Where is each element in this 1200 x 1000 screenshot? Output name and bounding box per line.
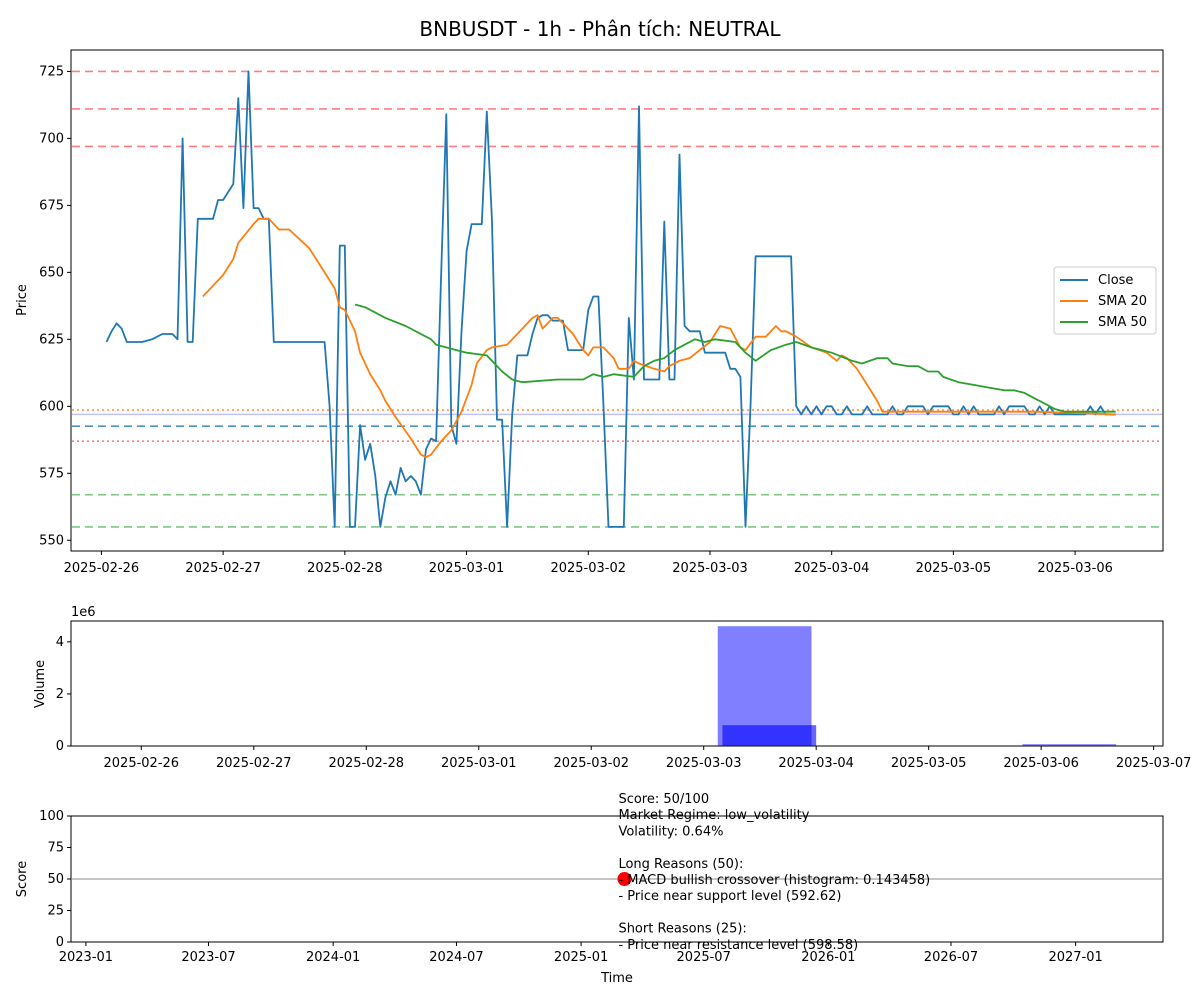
y-tick-label: 100 <box>39 809 64 824</box>
volume-bar <box>722 725 817 746</box>
x-tick-label: 2025-02-28 <box>328 756 404 771</box>
legend-entry: SMA 50 <box>1098 315 1147 330</box>
score-point <box>617 872 632 886</box>
annotation-line: Long Reasons (50): <box>618 857 743 872</box>
x-tick-label: 2026-07 <box>924 950 978 965</box>
annotation-line: Score: 50/100 <box>618 792 709 807</box>
y-tick-label: 575 <box>39 466 64 481</box>
annotation-line: - Price near resistance level (598.58) <box>618 938 858 953</box>
legend: Close SMA 20 SMA 50 <box>1053 266 1157 335</box>
volume-panel: Volume 1e6 0 2 4 2025-02-26 2025-02-27 2025-0… <box>33 605 1191 771</box>
volume-y-axis-label: Volume <box>33 660 48 708</box>
x-tick-label: 2025-07 <box>677 950 731 965</box>
y-tick-label: 725 <box>39 64 64 79</box>
y-tick-label: 625 <box>39 332 64 347</box>
annotation-line: - Price near support level (592.62) <box>618 889 841 904</box>
x-tick-label: 2025-01 <box>554 950 608 965</box>
price-y-axis-label: Price <box>15 284 30 316</box>
x-tick-label: 2025-03-04 <box>778 756 854 771</box>
x-tick-label: 2024-01 <box>306 950 360 965</box>
x-tick-label: 2025-03-03 <box>672 561 748 576</box>
x-tick-label: 2025-02-26 <box>64 561 140 576</box>
x-tick-label: 2025-03-03 <box>666 756 742 771</box>
y-tick-label: 2 <box>56 687 64 702</box>
y-tick-label: 4 <box>56 635 64 650</box>
x-tick-label: 2024-07 <box>429 950 483 965</box>
series-line-sma-50 <box>354 303 1116 413</box>
volume-bar <box>1022 744 1117 746</box>
x-tick-label: 2025-03-01 <box>441 756 517 771</box>
price-plot-area <box>70 49 1164 552</box>
score-x-axis-label: Time <box>600 971 633 986</box>
y-tick-label: 675 <box>39 198 64 213</box>
y-tick-label: 550 <box>39 533 64 548</box>
x-tick-label: 2025-03-01 <box>429 561 505 576</box>
y-tick-label: 700 <box>39 131 64 146</box>
series-line-sma-20 <box>202 217 1116 459</box>
x-tick-label: 2025-03-05 <box>891 756 967 771</box>
chart-title: BNBUSDT - 1h - Phân tích: NEUTRAL <box>419 17 781 41</box>
legend-box <box>1053 266 1157 335</box>
volume-plot-area <box>70 620 1164 747</box>
legend-entry: SMA 20 <box>1098 294 1147 309</box>
price-panel: Price 550 575 600 625 650 675 700 725 2025-02-26… <box>15 49 1164 576</box>
y-tick-label: 50 <box>47 872 64 887</box>
y-tick-label: 650 <box>39 265 64 280</box>
annotation-line: Short Reasons (25): <box>618 922 746 937</box>
y-tick-label: 75 <box>47 841 64 856</box>
x-tick-label: 2025-02-28 <box>307 561 383 576</box>
annotation-line: Volatility: 0.64% <box>618 824 723 839</box>
y-tick-label: 25 <box>47 904 64 919</box>
x-tick-label: 2025-03-05 <box>916 561 992 576</box>
y-tick-label: 0 <box>56 739 64 754</box>
x-tick-label: 2023-01 <box>59 950 113 965</box>
x-tick-label: 2025-03-04 <box>794 561 870 576</box>
x-tick-label: 2025-03-07 <box>1116 756 1192 771</box>
x-tick-label: 2025-02-26 <box>104 756 180 771</box>
x-tick-label: 2027-01 <box>1048 950 1102 965</box>
annotation-line: - MACD bullish crossover (histogram: 0.1… <box>618 873 930 888</box>
y-tick-label: 600 <box>39 399 64 414</box>
y-tick-label: 0 <box>56 935 64 950</box>
x-tick-label: 2023-07 <box>181 950 235 965</box>
x-tick-label: 2025-03-06 <box>1037 561 1113 576</box>
x-tick-label: 2025-03-02 <box>550 561 626 576</box>
annotation-line: Market Regime: low_volatility <box>618 808 809 823</box>
score-panel: Score Time 0 25 50 75 100 2023-01 2023-07 2024-… <box>15 792 1164 986</box>
x-tick-label: 2026-01 <box>801 950 855 965</box>
x-tick-label: 2025-03-06 <box>1003 756 1079 771</box>
volume-offset-label: 1e6 <box>71 605 96 620</box>
x-tick-label: 2025-02-27 <box>216 756 292 771</box>
x-tick-label: 2025-03-02 <box>553 756 629 771</box>
legend-entry: Close <box>1098 273 1133 288</box>
x-tick-label: 2025-02-27 <box>185 561 261 576</box>
score-y-axis-label: Score <box>15 861 30 897</box>
